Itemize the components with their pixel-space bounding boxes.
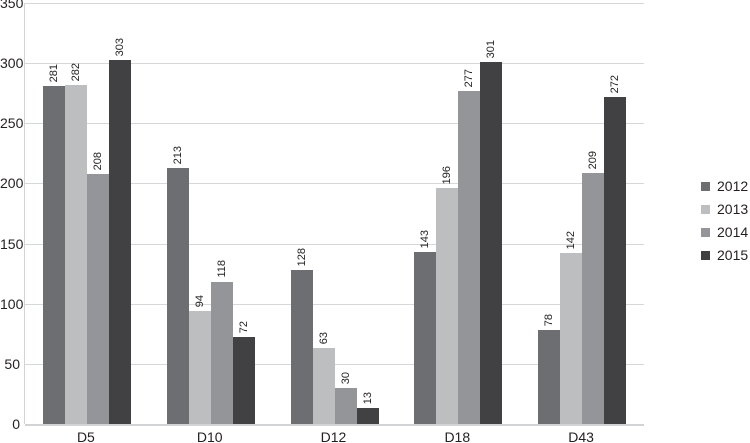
bar-value-label: 209 — [587, 150, 600, 169]
bar-D18-2015 — [480, 62, 503, 424]
legend-label: 2012 — [717, 178, 749, 194]
legend-item-2012: 2012 — [701, 179, 748, 194]
legend-swatch-icon — [701, 205, 710, 214]
plot-area: 281 282 208 303 213 94 118 72 128 63 30 13 143 196 277… — [24, 3, 644, 426]
bar-D43-2014 — [582, 173, 605, 424]
legend-item-2014: 2014 — [701, 225, 748, 240]
gridline — [25, 183, 644, 185]
legend-item-2015: 2015 — [701, 248, 748, 263]
category-label-D10: D10 — [196, 429, 223, 443]
legend-swatch-icon — [701, 228, 710, 237]
bar-D12-2014 — [334, 388, 357, 424]
bar-value-label: 213 — [171, 145, 184, 164]
y-axis-tick-label: 350 — [0, 0, 24, 11]
gridline — [25, 243, 644, 245]
gridline — [25, 123, 644, 125]
y-axis-tick-label: 50 — [4, 355, 20, 372]
gridline — [25, 3, 644, 4]
y-axis-tick-label: 250 — [0, 115, 24, 132]
bar-D5-2013 — [64, 85, 87, 424]
bar-value-label: 196 — [441, 165, 454, 184]
bar-value-label: 142 — [565, 230, 578, 249]
category-label-D12: D12 — [320, 429, 347, 443]
y-axis-tick-label: 150 — [0, 235, 24, 252]
bar-value-label: 281 — [47, 63, 60, 82]
bar-value-label: 128 — [295, 247, 308, 266]
bar-value-label: 78 — [543, 313, 556, 326]
legend-item-2013: 2013 — [701, 202, 748, 217]
bar-D5-2015 — [108, 60, 131, 424]
bar-value-label: 143 — [419, 229, 432, 248]
bar-value-label: 301 — [485, 39, 498, 58]
bar-value-label: 94 — [193, 294, 206, 307]
legend: 2012 2013 2014 2015 — [701, 179, 748, 271]
bar-D12-2015 — [356, 408, 379, 424]
bar-value-label: 13 — [361, 391, 374, 404]
category-label-D5: D5 — [76, 429, 95, 443]
bar-value-label: 303 — [113, 37, 126, 56]
gridline — [25, 363, 644, 365]
bar-D5-2012 — [42, 86, 65, 424]
bar-value-label: 272 — [609, 74, 622, 93]
bar-value-label: 282 — [69, 62, 82, 81]
bar-D43-2015 — [604, 97, 627, 424]
y-axis-tick-label: 100 — [0, 295, 24, 312]
legend-label: 2013 — [717, 201, 749, 217]
y-axis-tick-label: 0 — [12, 416, 20, 432]
y-axis-tick-label: 200 — [0, 175, 24, 192]
category-label-D43: D43 — [568, 429, 594, 443]
gridline — [25, 303, 644, 305]
x-axis-line — [25, 424, 644, 426]
bar-D18-2012 — [414, 252, 437, 424]
bar-D10-2012 — [166, 168, 189, 424]
gridline — [25, 63, 644, 65]
bar-D18-2013 — [436, 188, 459, 424]
bar-D12-2013 — [312, 348, 335, 424]
bar-value-label: 277 — [463, 68, 476, 87]
legend-swatch-icon — [701, 251, 710, 260]
bar-value-label: 118 — [215, 260, 228, 278]
bar-D43-2012 — [538, 330, 561, 424]
legend-swatch-icon — [701, 182, 710, 191]
legend-label: 2014 — [717, 224, 749, 240]
category-label-D18: D18 — [444, 429, 471, 443]
bar-D10-2013 — [188, 311, 211, 424]
bar-value-label: 208 — [91, 151, 104, 170]
bar-D18-2014 — [458, 91, 481, 424]
bar-value-label: 72 — [237, 320, 250, 333]
bar-value-label: 63 — [317, 331, 330, 344]
bar-D10-2014 — [210, 282, 233, 424]
bar-value-label: 30 — [339, 371, 352, 384]
legend-label: 2015 — [717, 247, 749, 263]
bar-D5-2014 — [86, 174, 109, 424]
bar-D43-2013 — [560, 253, 583, 424]
bar-D10-2015 — [232, 337, 255, 424]
y-axis-tick-label: 300 — [0, 55, 24, 72]
bar-D12-2012 — [290, 270, 313, 424]
